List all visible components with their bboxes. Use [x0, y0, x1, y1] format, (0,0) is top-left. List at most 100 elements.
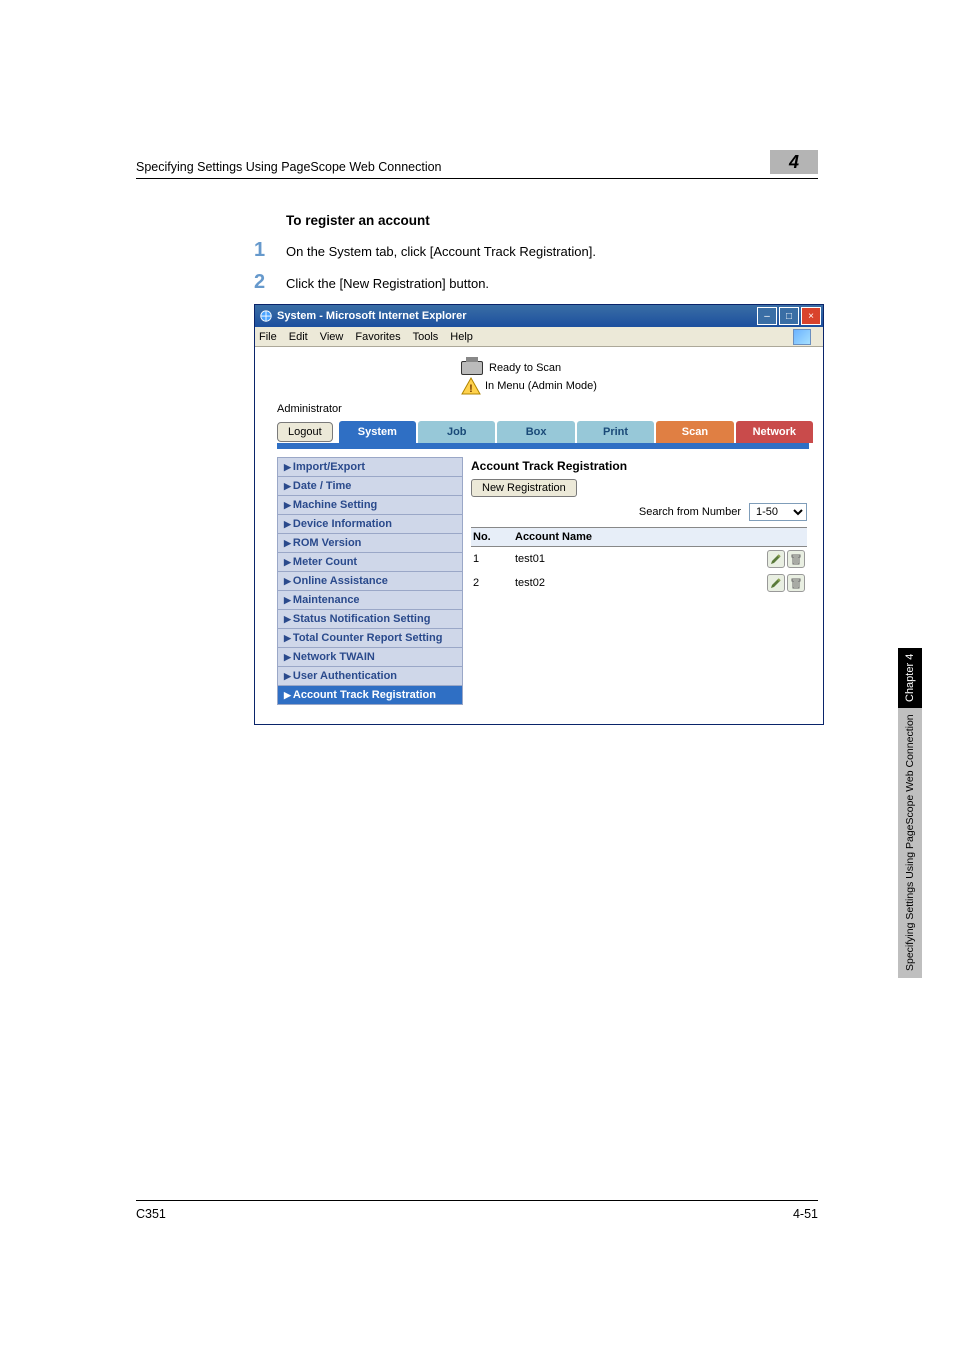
minimize-button[interactable]: – — [757, 307, 777, 325]
sidebar-item[interactable]: ▶Total Counter Report Setting — [277, 628, 463, 648]
sidebar-item[interactable]: ▶Status Notification Setting — [277, 609, 463, 629]
step-number: 2 — [254, 272, 286, 292]
triangle-icon: ▶ — [284, 652, 291, 663]
footer-model: C351 — [136, 1207, 166, 1221]
sidebar-item[interactable]: ▶Network TWAIN — [277, 647, 463, 667]
edit-button[interactable] — [767, 574, 785, 592]
triangle-icon: ▶ — [284, 500, 291, 511]
triangle-icon: ▶ — [284, 633, 291, 644]
sidebar: ▶Import/Export▶Date / Time▶Machine Setti… — [277, 457, 463, 704]
sidebar-item-label: Status Notification Setting — [293, 613, 431, 625]
cell-name: test02 — [513, 571, 759, 595]
window-title: System - Microsoft Internet Explorer — [277, 310, 755, 322]
triangle-icon: ▶ — [284, 614, 291, 625]
logout-button[interactable]: Logout — [277, 422, 333, 442]
sidebar-item-label: Account Track Registration — [293, 689, 436, 701]
tab-box[interactable]: Box — [497, 421, 574, 443]
side-tab-chapter: Chapter 4 — [898, 648, 922, 708]
edit-button[interactable] — [767, 550, 785, 568]
step-text: On the System tab, click [Account Track … — [286, 240, 596, 259]
maximize-button[interactable]: □ — [779, 307, 799, 325]
table-row: 1test01 — [471, 547, 807, 572]
search-from-number-label: Search from Number — [471, 506, 749, 518]
col-account-name: Account Name — [513, 528, 759, 547]
step-number: 1 — [254, 240, 286, 260]
sidebar-item[interactable]: ▶Import/Export — [277, 457, 463, 477]
cell-actions — [759, 571, 807, 595]
side-tab-label: Specifying Settings Using PageScope Web … — [898, 708, 922, 978]
tab-system[interactable]: System — [339, 421, 416, 443]
sidebar-item[interactable]: ▶ROM Version — [277, 533, 463, 553]
tab-row: Logout System Job Box Print Scan Network — [277, 421, 815, 443]
triangle-icon: ▶ — [284, 538, 291, 549]
col-no: No. — [471, 528, 513, 547]
sidebar-item[interactable]: ▶Machine Setting — [277, 495, 463, 515]
pane-title: Account Track Registration — [471, 459, 807, 473]
status-row-2: ! In Menu (Admin Mode) — [461, 377, 815, 395]
sidebar-item[interactable]: ▶User Authentication — [277, 666, 463, 686]
menu-tools[interactable]: Tools — [413, 331, 439, 343]
step-text: Click the [New Registration] button. — [286, 272, 489, 291]
step: 2 Click the [New Registration] button. — [254, 272, 818, 292]
main-pane: Account Track Registration New Registrat… — [463, 457, 815, 704]
sidebar-item-label: Maintenance — [293, 594, 360, 606]
tab-print[interactable]: Print — [577, 421, 654, 443]
sidebar-item[interactable]: ▶Device Information — [277, 514, 463, 534]
sidebar-item-label: Network TWAIN — [293, 651, 375, 663]
menu-file[interactable]: File — [259, 331, 277, 343]
tab-network[interactable]: Network — [736, 421, 813, 443]
svg-text:!: ! — [469, 383, 473, 395]
delete-button[interactable] — [787, 574, 805, 592]
cell-name: test01 — [513, 547, 759, 572]
admin-label: Administrator — [277, 403, 815, 415]
cell-actions — [759, 547, 807, 572]
header-text: Specifying Settings Using PageScope Web … — [136, 160, 758, 174]
table-row: 2test02 — [471, 571, 807, 595]
cell-no: 2 — [471, 571, 513, 595]
search-range-select[interactable]: 1-50 — [749, 503, 807, 521]
printer-icon — [461, 361, 483, 375]
sidebar-item[interactable]: ▶Account Track Registration — [277, 685, 463, 705]
triangle-icon: ▶ — [284, 576, 291, 587]
delete-button[interactable] — [787, 550, 805, 568]
sidebar-item-label: Date / Time — [293, 480, 352, 492]
sidebar-item-label: User Authentication — [293, 670, 397, 682]
menu-edit[interactable]: Edit — [289, 331, 308, 343]
new-registration-button[interactable]: New Registration — [471, 479, 577, 497]
status-menu: In Menu (Admin Mode) — [485, 380, 597, 392]
step: 1 On the System tab, click [Account Trac… — [254, 240, 818, 260]
sidebar-item-label: Online Assistance — [293, 575, 388, 587]
titlebar: System - Microsoft Internet Explorer – □… — [255, 305, 823, 327]
triangle-icon: ▶ — [284, 595, 291, 606]
tab-scan[interactable]: Scan — [656, 421, 733, 443]
close-button[interactable]: × — [801, 307, 821, 325]
footer-page: 4-51 — [793, 1207, 818, 1221]
status-ready: Ready to Scan — [489, 362, 561, 374]
steps-list: 1 On the System tab, click [Account Trac… — [254, 240, 818, 292]
menubar: File Edit View Favorites Tools Help — [255, 327, 823, 347]
throbber-icon — [793, 329, 811, 345]
sidebar-item-label: Device Information — [293, 518, 392, 530]
tab-underline — [277, 443, 809, 449]
triangle-icon: ▶ — [284, 690, 291, 701]
menu-view[interactable]: View — [320, 331, 344, 343]
triangle-icon: ▶ — [284, 671, 291, 682]
tab-job[interactable]: Job — [418, 421, 495, 443]
triangle-icon: ▶ — [284, 462, 291, 473]
sidebar-item[interactable]: ▶Online Assistance — [277, 571, 463, 591]
sidebar-item-label: Machine Setting — [293, 499, 377, 511]
menu-favorites[interactable]: Favorites — [355, 331, 400, 343]
triangle-icon: ▶ — [284, 557, 291, 568]
accounts-table: No. Account Name 1test012test02 — [471, 527, 807, 595]
page-content: Ready to Scan ! In Menu (Admin Mode) Adm… — [255, 347, 823, 724]
triangle-icon: ▶ — [284, 481, 291, 492]
page-footer: C351 4-51 — [136, 1200, 818, 1221]
sidebar-item[interactable]: ▶Maintenance — [277, 590, 463, 610]
menu-help[interactable]: Help — [450, 331, 473, 343]
sidebar-item-label: Meter Count — [293, 556, 357, 568]
sidebar-item[interactable]: ▶Meter Count — [277, 552, 463, 572]
browser-window: System - Microsoft Internet Explorer – □… — [254, 304, 824, 725]
sidebar-item[interactable]: ▶Date / Time — [277, 476, 463, 496]
triangle-icon: ▶ — [284, 519, 291, 530]
side-tab: Chapter 4 Specifying Settings Using Page… — [898, 648, 922, 838]
